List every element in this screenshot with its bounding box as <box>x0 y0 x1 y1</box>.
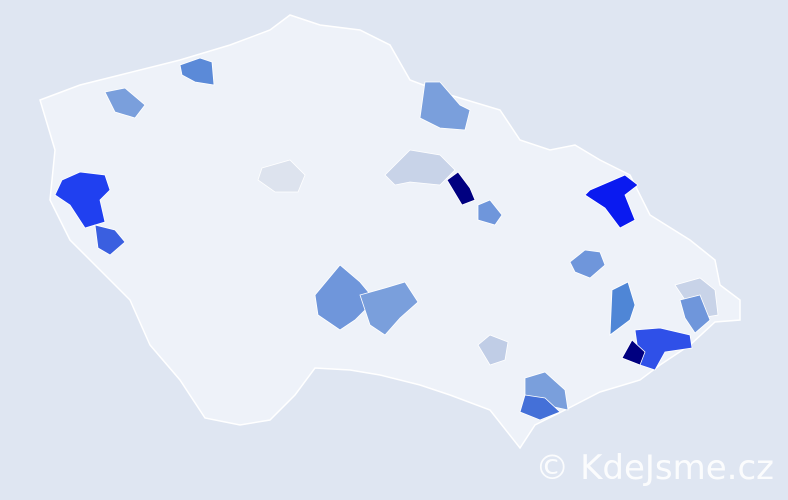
region-central-light[interactable] <box>257 159 306 193</box>
region-dark-1[interactable] <box>446 171 476 206</box>
region-north-2[interactable] <box>104 87 146 119</box>
region-north-light[interactable] <box>384 149 456 186</box>
region-northeast-blue[interactable] <box>584 174 639 229</box>
region-east-3[interactable] <box>679 294 711 334</box>
region-moravia-1[interactable] <box>609 281 636 336</box>
region-west-1[interactable] <box>54 171 111 229</box>
region-moravia-2[interactable] <box>634 327 693 371</box>
region-west-2[interactable] <box>94 224 126 256</box>
region-moravia-dark[interactable] <box>621 339 646 366</box>
watermark: © KdeJsme.cz <box>535 448 774 488</box>
country-outline <box>39 14 741 450</box>
region-southeast-2[interactable] <box>519 394 561 421</box>
regions-layer <box>54 57 719 421</box>
region-south-2[interactable] <box>359 281 419 336</box>
region-north-1[interactable] <box>179 57 215 86</box>
region-northeast-1[interactable] <box>419 81 471 131</box>
region-south-light[interactable] <box>477 334 509 366</box>
region-east-2[interactable] <box>569 249 606 279</box>
region-east-1[interactable] <box>477 199 503 226</box>
